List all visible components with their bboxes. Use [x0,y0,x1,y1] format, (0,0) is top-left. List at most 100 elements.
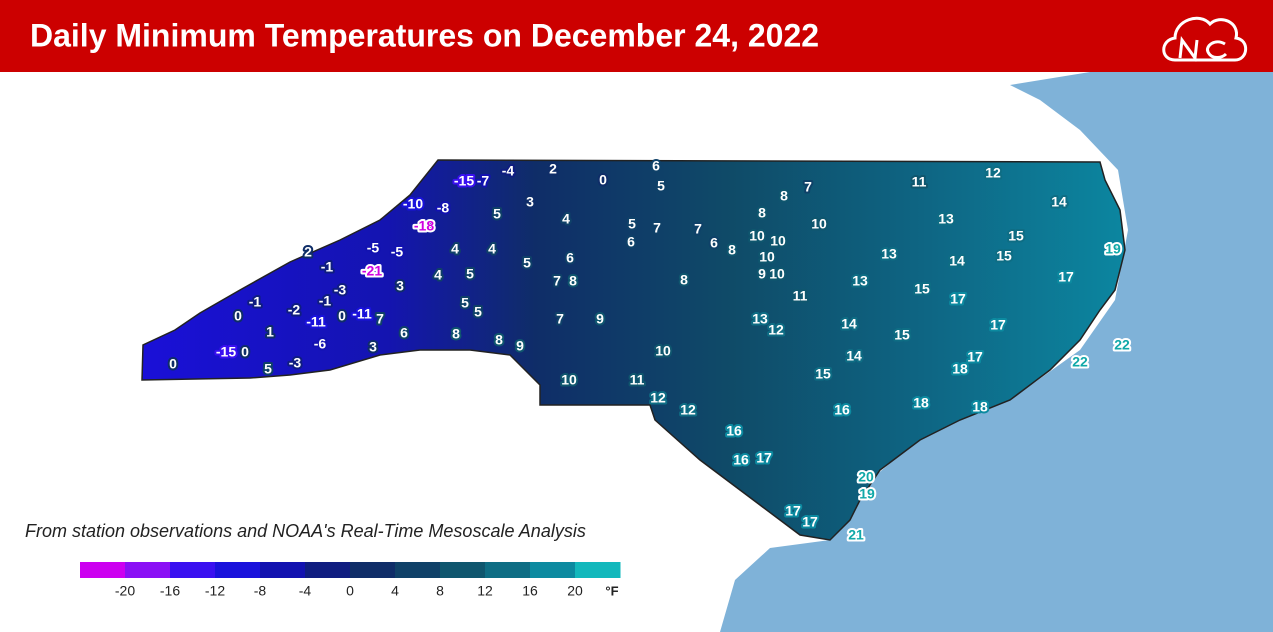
legend-swatch [350,562,396,578]
legend-swatch [215,562,261,578]
station-value: -10 [403,196,423,212]
station-value: 7 [694,221,702,237]
station-value: -15 [454,173,474,189]
station-value: 18 [952,361,968,377]
station-value: 6 [710,235,718,251]
station-value: 14 [949,253,965,269]
station-value: -3 [289,355,302,371]
legend-swatch [395,562,441,578]
station-value: 8 [569,273,577,289]
station-value: -5 [391,244,404,260]
station-value: 17 [967,349,983,365]
station-value: 16 [834,402,850,418]
station-value: 22 [1114,337,1130,353]
legend-tick-label: -8 [254,583,267,599]
station-value: 13 [852,273,868,289]
station-value: 0 [338,308,346,324]
station-value: 0 [234,308,242,324]
station-value: 8 [452,326,460,342]
station-value: 16 [726,423,742,439]
station-value: 5 [461,295,469,311]
station-value: 11 [630,372,645,388]
station-value: 11 [912,174,927,190]
station-value: 15 [815,366,831,382]
legend-tick-label: -16 [160,583,180,599]
station-value: 15 [914,281,930,297]
station-value: -1 [319,293,332,309]
station-value: 18 [972,399,988,415]
station-value: 7 [653,220,661,236]
station-value: -21 [362,263,382,279]
legend-tick-label: 16 [522,583,538,599]
station-value: 10 [749,228,765,244]
station-value: 7 [553,273,561,289]
station-value: 10 [561,372,577,388]
station-value: 6 [400,325,408,341]
legend-swatch [530,562,576,578]
station-value: 2 [304,244,312,260]
legend-swatch [80,562,126,578]
station-value: 7 [556,311,564,327]
legend-swatch [575,562,621,578]
station-value: 8 [758,205,766,221]
legend-tick-label: -12 [205,583,225,599]
legend-tick-label: -20 [115,583,135,599]
station-value: 14 [846,348,862,364]
station-value: 17 [756,450,772,466]
legend-tick-label: 0 [346,583,354,599]
station-value: 8 [495,332,503,348]
station-value: -15 [216,344,236,360]
station-value: -4 [502,163,515,179]
station-value: 10 [769,266,785,282]
header-bar [0,0,1273,72]
station-value: -6 [314,336,327,352]
station-value: 1 [266,324,274,340]
station-value: 9 [758,266,766,282]
station-value: 15 [996,248,1012,264]
legend-tick-label: 4 [391,583,399,599]
station-value: 10 [759,249,775,265]
station-value: 0 [599,172,607,188]
station-value: 3 [369,339,377,355]
station-value: 4 [488,241,496,257]
station-value: 3 [396,278,404,294]
station-value: 9 [596,311,604,327]
station-value: 10 [655,343,671,359]
station-value: 17 [990,317,1006,333]
station-value: 12 [985,165,1001,181]
station-value: 14 [1051,194,1067,210]
legend-swatch [305,562,351,578]
station-value: 18 [913,395,929,411]
station-value: -3 [334,282,347,298]
legend-unit: °F [605,583,618,598]
legend-swatch [260,562,306,578]
station-value: 4 [434,267,442,283]
ocean [720,72,1273,632]
legend-swatch [170,562,216,578]
station-value: 10 [770,233,786,249]
station-value: -5 [367,240,380,256]
logo [1162,16,1248,63]
station-value: 12 [680,402,696,418]
station-value: 12 [650,390,666,406]
station-value: 20 [858,469,874,485]
station-value: -18 [414,218,434,234]
station-value: -11 [352,306,372,322]
legend-swatch [440,562,486,578]
station-value: 10 [811,216,827,232]
station-value: 5 [466,266,474,282]
station-value: 15 [894,327,910,343]
station-value: 5 [657,178,665,194]
legend-caption: From station observations and NOAA's Rea… [25,521,586,541]
station-value: 15 [1008,228,1024,244]
station-value: 17 [1058,269,1074,285]
station-value: 11 [793,288,808,304]
station-value: -2 [288,302,301,318]
station-value: 19 [859,486,875,502]
station-value: -1 [249,294,262,310]
station-value: 3 [526,194,534,210]
state-shape [141,159,1126,541]
station-value: 17 [785,503,801,519]
station-value: 6 [566,250,574,266]
